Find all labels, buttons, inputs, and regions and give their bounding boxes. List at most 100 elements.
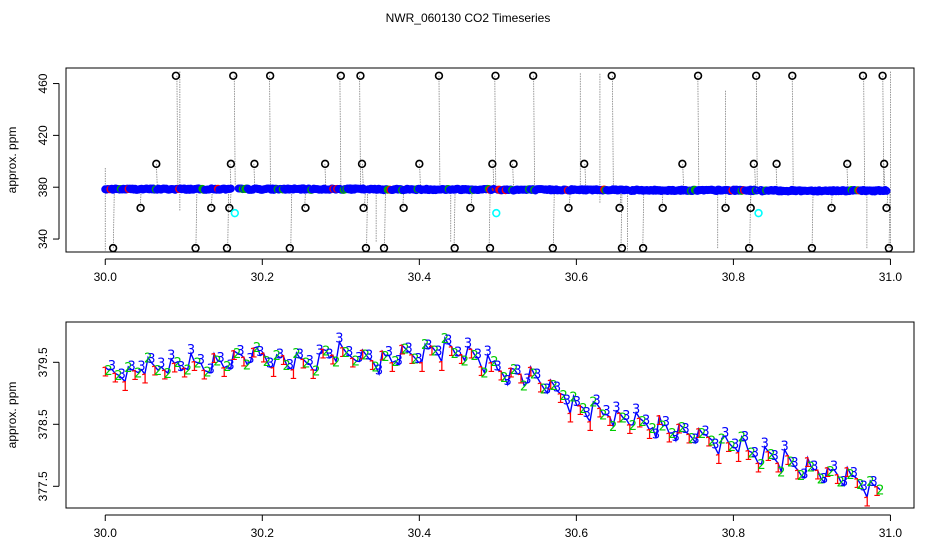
top-x-axis: 30.0 30.2 30.4 30.6 30.8 31.0 [94, 258, 902, 284]
top-x-tick-label: 30.8 [722, 270, 746, 284]
digit-marker-1: 1 [744, 449, 752, 464]
digit-marker-2: 2 [470, 349, 478, 364]
trace-line [512, 163, 515, 190]
digit-marker-2: 2 [332, 356, 340, 371]
trace-line [269, 75, 271, 190]
bottom-y-axis: 377.5 378.5 379.5 [36, 347, 60, 501]
digit-marker-3: 3 [741, 430, 749, 445]
digit-marker-1: 1 [358, 348, 366, 363]
digit-marker-2: 2 [668, 427, 676, 442]
digit-marker-3: 3 [296, 348, 304, 363]
digit-marker-2: 2 [381, 350, 389, 365]
digit-marker-3: 3 [612, 401, 620, 416]
digit-marker-1: 1 [645, 428, 653, 443]
digit-marker-3: 3 [414, 352, 422, 367]
digit-marker-2: 2 [391, 355, 399, 370]
digit-marker-3: 3 [315, 343, 323, 358]
bottom-x-tick-label: 30.6 [565, 526, 589, 540]
digit-marker-2: 2 [144, 351, 152, 366]
flagged-point [301, 203, 310, 213]
digit-marker-2: 2 [747, 446, 755, 461]
digit-marker-3: 3 [424, 338, 432, 353]
digit-marker-3: 3 [325, 348, 333, 363]
top-x-tick-label: 30.0 [94, 270, 118, 284]
alt-point [492, 208, 501, 218]
digit-marker-2: 2 [560, 389, 568, 404]
flagged-point [807, 243, 817, 253]
flagged-point [746, 203, 755, 213]
digit-marker-1: 1 [348, 356, 356, 371]
digit-marker-1: 1 [655, 414, 663, 429]
digit-marker-2: 2 [876, 484, 884, 499]
flagged-point [320, 159, 330, 169]
figure-title: NWR_060130 CO2 Timeseries [386, 11, 551, 25]
digit-marker-1: 1 [160, 369, 168, 384]
digit-marker-1: 1 [625, 423, 633, 438]
digit-marker-1: 1 [517, 373, 525, 388]
flagged-point [858, 71, 868, 80]
digit-marker-2: 2 [104, 364, 112, 379]
trace-line [754, 163, 756, 190]
digit-marker-2: 2 [658, 420, 666, 435]
digit-marker-1: 1 [309, 368, 317, 383]
top-y-tick-label: 460 [36, 73, 50, 93]
digit-marker-2: 2 [490, 355, 498, 370]
digit-marker-2: 2 [510, 363, 518, 378]
digit-marker-2: 2 [401, 343, 409, 358]
digit-marker-3: 3 [553, 380, 561, 395]
trace-line [494, 75, 497, 190]
digit-marker-2: 2 [451, 347, 459, 362]
flagged-point [222, 243, 232, 253]
trace-line [811, 189, 814, 249]
flagged-point [466, 203, 475, 213]
bottom-x-tick-label: 30.2 [251, 526, 275, 540]
trace-line [749, 189, 752, 249]
top-y-tick-label: 340 [36, 229, 50, 249]
digit-marker-1: 1 [536, 382, 544, 397]
flagged-point [788, 71, 797, 80]
digit-marker-1: 1 [705, 436, 713, 451]
digit-marker-1: 1 [853, 477, 861, 492]
bottom-x-tick-label: 30.8 [722, 526, 746, 540]
top-plot-frame [65, 67, 915, 253]
top-x-tick-label: 30.4 [408, 270, 432, 284]
digit-marker-1: 1 [843, 466, 851, 481]
digit-marker-1: 1 [378, 350, 386, 365]
digit-marker-3: 3 [731, 437, 739, 452]
flagged-point [357, 159, 367, 169]
flagged-point [171, 71, 181, 80]
trace-line [846, 163, 849, 190]
digit-marker-2: 2 [273, 349, 281, 364]
digit-marker-1: 1 [873, 485, 881, 500]
digit-marker-2: 2 [619, 412, 627, 427]
digit-marker-3: 3 [652, 427, 660, 442]
trace-line [755, 75, 758, 190]
digit-marker-2: 2 [223, 360, 231, 375]
digit-marker-3: 3 [405, 342, 413, 357]
digit-marker-2: 2 [154, 364, 162, 379]
flagged-point [285, 243, 294, 253]
digit-marker-3: 3 [820, 472, 828, 487]
flagged-point [379, 243, 389, 253]
digit-marker-2: 2 [569, 390, 577, 405]
digit-marker-1: 1 [715, 453, 723, 468]
trace-line [339, 75, 342, 190]
digit-marker-2: 2 [540, 382, 548, 397]
digit-marker-3: 3 [800, 467, 808, 482]
digit-marker-1: 1 [111, 372, 119, 387]
digit-marker-3: 3 [632, 402, 640, 417]
digit-marker-2: 2 [352, 355, 360, 370]
flagged-point [191, 243, 200, 253]
flagged-point [136, 203, 145, 213]
digit-marker-2: 2 [846, 468, 854, 483]
top-panel: 30.0 30.2 30.4 30.6 30.8 31.0 340 380 420 460 ap… [5, 67, 915, 284]
trace-line [359, 75, 361, 190]
digit-marker-2: 2 [193, 357, 201, 372]
digit-marker-3: 3 [246, 352, 254, 367]
flagged-point [108, 243, 118, 253]
digit-marker-2: 2 [609, 420, 617, 435]
main-series-point [226, 184, 235, 193]
flagged-point [882, 203, 891, 213]
flagged-point [528, 71, 538, 80]
digit-marker-1: 1 [685, 433, 693, 448]
